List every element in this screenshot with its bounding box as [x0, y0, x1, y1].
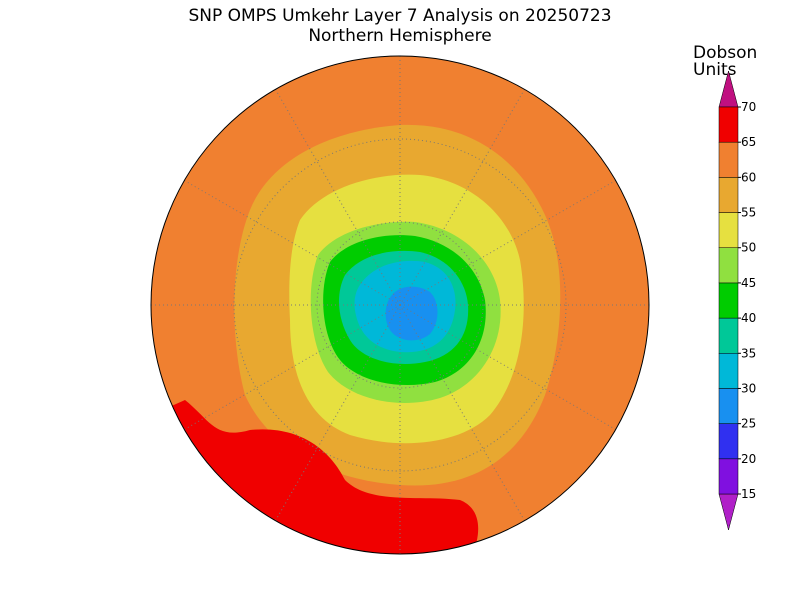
colorbar: 15 20 25 30 35 40 45 50 55 60 65 70: [718, 70, 756, 531]
map-border: [150, 55, 650, 555]
colorbar-band: [718, 106, 739, 143]
colorbar-band: [718, 141, 739, 178]
meridian: [275, 304, 401, 521]
colorbar-tick-label: 30: [741, 381, 756, 395]
colorbar-band: [718, 282, 739, 319]
colorbar-band: [718, 247, 739, 284]
latitude-circle: [233, 138, 567, 472]
meridian: [399, 304, 525, 521]
colorbar-band: [718, 458, 739, 495]
colorbar-band: [718, 177, 739, 213]
colorbar-tick-label: 15: [741, 487, 756, 501]
colorbar-label: Units: [693, 60, 737, 80]
colorbar-tick-label: 25: [741, 417, 756, 431]
colorbar-tick-label: 60: [741, 170, 756, 184]
latitude-circle: [316, 221, 484, 389]
subtitle: Northern Hemisphere: [308, 26, 491, 46]
meridian: [184, 180, 401, 306]
meridian: [184, 304, 401, 430]
colorbar-tick-label: 70: [741, 100, 756, 114]
colorbar-tick-label: 20: [741, 452, 756, 466]
colorbar-band: [718, 388, 739, 424]
colorbar-band: [718, 317, 739, 354]
colorbar-band: [718, 353, 739, 389]
contour-region: [385, 286, 438, 341]
meridian: [399, 304, 616, 430]
map: [151, 56, 649, 554]
colorbar-tick-label: 55: [741, 206, 756, 220]
colorbar-label: Dobson: [693, 43, 757, 63]
colorbar-tick-label: 35: [741, 346, 756, 360]
colorbar-tick-label: 65: [741, 135, 756, 149]
colorbar-tick-label: 50: [741, 241, 756, 255]
meridian: [399, 180, 616, 306]
meridian: [275, 89, 401, 306]
title: SNP OMPS Umkehr Layer 7 Analysis on 2025…: [188, 6, 611, 26]
colorbar-band: [718, 212, 739, 248]
colorbar-tick-label: 45: [741, 276, 756, 290]
colorbar-under: [718, 493, 739, 531]
colorbar-band: [718, 423, 739, 460]
colorbar-tick-label: 40: [741, 311, 756, 325]
meridian: [399, 89, 525, 306]
